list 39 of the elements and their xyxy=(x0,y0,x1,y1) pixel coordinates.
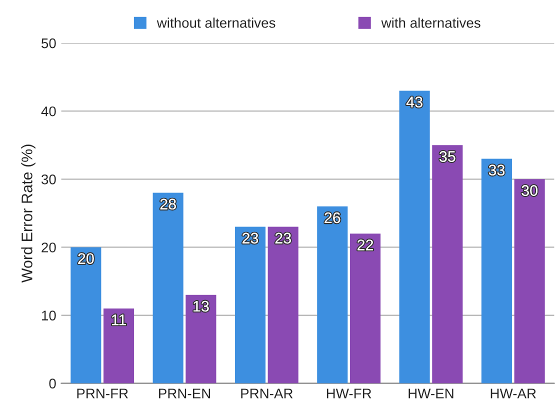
data-label: 43 xyxy=(406,96,422,108)
data-label: 30 xyxy=(522,185,538,196)
bar xyxy=(432,145,463,384)
data-label: 23 xyxy=(242,232,258,244)
data-label: 11 xyxy=(112,314,126,326)
bar xyxy=(186,294,216,384)
bar xyxy=(152,192,184,384)
x-tick-label: PRN-AR xyxy=(241,388,293,398)
y-tick-label: 0 xyxy=(49,378,56,389)
bar xyxy=(268,226,298,384)
x-tick-label: HW-AR xyxy=(490,388,536,398)
data-label: 26 xyxy=(324,212,340,224)
bar xyxy=(350,234,381,384)
x-tick-label: PRN-FR xyxy=(77,388,128,398)
bar xyxy=(104,308,134,384)
y-tick-label: 40 xyxy=(41,106,56,116)
y-tick-label: 30 xyxy=(41,174,56,184)
bar xyxy=(514,179,545,384)
data-label: 35 xyxy=(439,151,456,162)
legend-label: without alternatives xyxy=(156,18,276,28)
data-label: 33 xyxy=(488,164,505,176)
x-tick-label: HW-EN xyxy=(408,388,454,398)
y-axis-title: Word Error Rate (%) xyxy=(21,144,36,283)
legend-label: with alternatives xyxy=(381,18,480,28)
data-label: 20 xyxy=(78,253,94,264)
bar xyxy=(70,247,102,384)
bar xyxy=(234,226,266,384)
x-tick-label: PRN-EN xyxy=(159,388,210,398)
data-label: 28 xyxy=(160,198,176,210)
y-tick-label: 50 xyxy=(42,38,56,48)
data-label: 13 xyxy=(194,300,209,312)
x-tick-label: HW-FR xyxy=(326,388,372,398)
data-label: 22 xyxy=(358,240,373,250)
y-tick-label: 20 xyxy=(42,242,56,252)
y-tick-label: 10 xyxy=(42,310,56,320)
bar xyxy=(399,90,430,384)
bar xyxy=(481,158,512,384)
bar xyxy=(317,206,348,384)
data-label: 23 xyxy=(275,232,291,244)
